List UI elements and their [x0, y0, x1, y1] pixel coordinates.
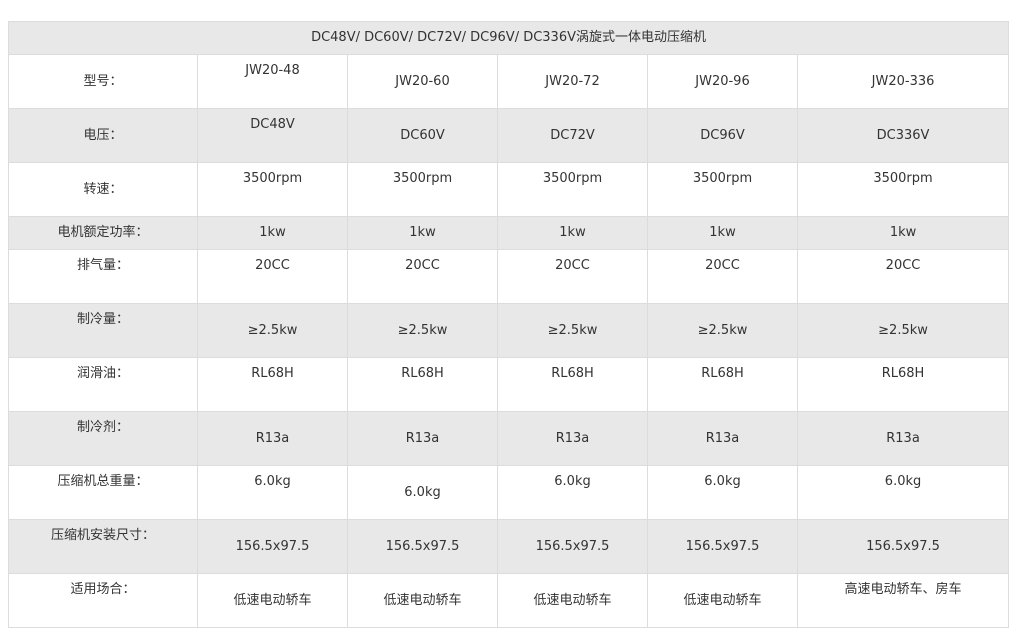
table-cell: R13a: [497, 411, 648, 466]
table-cell: 6.0kg: [647, 465, 798, 520]
row-label: 压缩机总重量：: [8, 465, 198, 520]
table-cell: 6.0kg: [796, 465, 1010, 520]
table-cell: 156.5x97.5: [347, 519, 498, 574]
table-cell: R13a: [197, 411, 348, 466]
table-cell: 高速电动轿车、房车: [796, 573, 1010, 628]
table-row: 压缩机安装尺寸： 156.5x97.5 156.5x97.5 156.5x97.5 15…: [8, 519, 1010, 574]
table-cell: 1kw: [497, 216, 648, 250]
table-cell: JW20-48: [197, 54, 348, 109]
table-row: 制冷量： ≥2.5kw ≥2.5kw ≥2.5kw ≥2.5kw ≥2.5kw: [8, 303, 1010, 358]
table-cell: 低速电动轿车: [497, 573, 648, 628]
table-cell: R13a: [796, 411, 1010, 466]
table-cell: ≥2.5kw: [497, 303, 648, 358]
table-row: 电机额定功率： 1kw 1kw 1kw 1kw 1kw: [8, 216, 1010, 250]
row-label: 电机额定功率：: [8, 216, 198, 250]
table-cell: JW20-336: [796, 54, 1010, 109]
row-label: 润滑油：: [8, 357, 198, 412]
table-cell: 低速电动轿车: [647, 573, 798, 628]
table-cell: JW20-96: [647, 54, 798, 109]
table-cell: 低速电动轿车: [347, 573, 498, 628]
table-cell: R13a: [347, 411, 498, 466]
spec-table: DC48V/ DC60V/ DC72V/ DC96V/ DC336V涡旋式一体电…: [7, 21, 1010, 628]
row-label: 制冷量：: [8, 303, 198, 358]
table-cell: 1kw: [647, 216, 798, 250]
table-cell: JW20-60: [347, 54, 498, 109]
table-row: 型号： JW20-48 JW20-60 JW20-72 JW20-96 JW20-336: [8, 54, 1010, 109]
table-cell: RL68H: [347, 357, 498, 412]
table-cell: 156.5x97.5: [197, 519, 348, 574]
table-row: 电压： DC48V DC60V DC72V DC96V DC336V: [8, 108, 1010, 163]
table-cell: DC72V: [497, 108, 648, 163]
row-label: 压缩机安装尺寸：: [8, 519, 198, 574]
table-cell: DC60V: [347, 108, 498, 163]
table-cell: 1kw: [796, 216, 1010, 250]
table-row: 转速： 3500rpm 3500rpm 3500rpm 3500rpm 3500rpm: [8, 162, 1010, 217]
table-cell: JW20-72: [497, 54, 648, 109]
table-cell: 20CC: [347, 249, 498, 304]
table-cell: 6.0kg: [347, 465, 498, 520]
table-cell: RL68H: [796, 357, 1010, 412]
table-cell: 156.5x97.5: [647, 519, 798, 574]
row-label: 适用场合：: [8, 573, 198, 628]
table-cell: 156.5x97.5: [497, 519, 648, 574]
table-cell: 156.5x97.5: [796, 519, 1010, 574]
table-row: 制冷剂： R13a R13a R13a R13a R13a: [8, 411, 1010, 466]
table-cell: ≥2.5kw: [197, 303, 348, 358]
table-cell: 3500rpm: [347, 162, 498, 217]
table-cell: 6.0kg: [497, 465, 648, 520]
table-cell: 6.0kg: [197, 465, 348, 520]
table-cell: 3500rpm: [197, 162, 348, 217]
table-cell: RL68H: [647, 357, 798, 412]
row-label: 型号：: [8, 54, 198, 109]
row-label: 电压：: [8, 108, 198, 163]
table-cell: 20CC: [796, 249, 1010, 304]
table-row: 适用场合： 低速电动轿车 低速电动轿车 低速电动轿车 低速电动轿车 高速电动轿车、房车: [8, 573, 1010, 628]
row-label: 制冷剂：: [8, 411, 198, 466]
table-cell: ≥2.5kw: [647, 303, 798, 358]
table-cell: ≥2.5kw: [347, 303, 498, 358]
table-row: 润滑油： RL68H RL68H RL68H RL68H RL68H: [8, 357, 1010, 412]
table-title: DC48V/ DC60V/ DC72V/ DC96V/ DC336V涡旋式一体电…: [7, 21, 1010, 55]
table-cell: RL68H: [497, 357, 648, 412]
table-cell: 20CC: [497, 249, 648, 304]
table-cell: DC48V: [197, 108, 348, 163]
table-row: 排气量： 20CC 20CC 20CC 20CC 20CC: [8, 249, 1010, 304]
table-cell: 3500rpm: [647, 162, 798, 217]
table-cell: 低速电动轿车: [197, 573, 348, 628]
table-cell: 1kw: [347, 216, 498, 250]
table-cell: 3500rpm: [796, 162, 1010, 217]
table-cell: 20CC: [647, 249, 798, 304]
table-title-row: DC48V/ DC60V/ DC72V/ DC96V/ DC336V涡旋式一体电…: [7, 21, 1010, 55]
table-cell: 1kw: [197, 216, 348, 250]
row-label: 排气量：: [8, 249, 198, 304]
table-cell: 20CC: [197, 249, 348, 304]
table-cell: RL68H: [197, 357, 348, 412]
table-cell: ≥2.5kw: [796, 303, 1010, 358]
table-cell: R13a: [647, 411, 798, 466]
row-label: 转速：: [8, 162, 198, 217]
table-cell: DC96V: [647, 108, 798, 163]
table-row: 压缩机总重量： 6.0kg 6.0kg 6.0kg 6.0kg 6.0kg: [8, 465, 1010, 520]
table-cell: DC336V: [796, 108, 1010, 163]
table-cell: 3500rpm: [497, 162, 648, 217]
